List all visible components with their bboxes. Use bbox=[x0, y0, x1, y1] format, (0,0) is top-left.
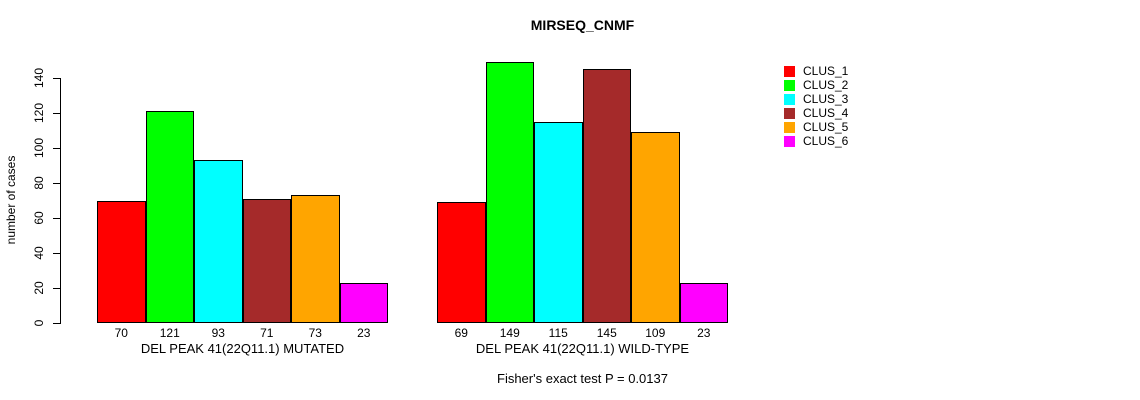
bar-clus_6-group2 bbox=[679, 282, 728, 323]
legend-label: CLUS_4 bbox=[803, 106, 849, 120]
bar-clus_3-group1 bbox=[194, 160, 243, 323]
bar-clus_1-group2 bbox=[437, 202, 486, 323]
legend-item-clus_3: CLUS_3 bbox=[784, 92, 848, 106]
y-tick-label: 140 bbox=[32, 67, 46, 89]
y-axis-line bbox=[60, 78, 61, 324]
legend-label: CLUS_5 bbox=[803, 120, 849, 134]
bar-value-label: 115 bbox=[548, 326, 568, 340]
legend-label: CLUS_2 bbox=[803, 78, 849, 92]
bar-value-label: 93 bbox=[211, 326, 225, 340]
bar-value-label: 69 bbox=[454, 326, 468, 340]
y-tick-label: 100 bbox=[32, 137, 46, 159]
bar-value-label: 23 bbox=[357, 326, 371, 340]
y-tick-mark bbox=[53, 148, 60, 149]
bar-clus_2-group1 bbox=[145, 111, 194, 323]
legend-swatch-icon bbox=[784, 79, 795, 91]
y-tick-label: 80 bbox=[32, 176, 46, 190]
legend-swatch-icon bbox=[784, 65, 795, 77]
legend-swatch-icon bbox=[784, 107, 795, 119]
bar-value-label: 149 bbox=[499, 326, 520, 340]
bar-value-label: 109 bbox=[645, 326, 666, 340]
y-tick-label: 40 bbox=[32, 246, 46, 260]
y-tick-mark bbox=[53, 218, 60, 219]
legend-swatch-icon bbox=[784, 121, 795, 133]
legend-label: CLUS_6 bbox=[803, 134, 849, 148]
y-axis-label: number of cases bbox=[4, 155, 18, 245]
bar-value-label: 145 bbox=[596, 326, 617, 340]
legend-item-clus_1: CLUS_1 bbox=[784, 64, 848, 78]
bar-value-label: 23 bbox=[697, 326, 711, 340]
bar-clus_3-group2 bbox=[534, 121, 583, 323]
bar-value-label: 121 bbox=[159, 326, 180, 340]
legend-label: CLUS_1 bbox=[803, 64, 849, 78]
legend-item-clus_6: CLUS_6 bbox=[784, 134, 848, 148]
bar-clus_4-group1 bbox=[242, 198, 291, 323]
y-tick-mark bbox=[53, 183, 60, 184]
y-tick-mark bbox=[53, 323, 60, 324]
bar-clus_6-group1 bbox=[339, 282, 388, 323]
y-tick-label: 120 bbox=[32, 102, 46, 124]
legend-item-clus_5: CLUS_5 bbox=[784, 120, 848, 134]
bar-clus_1-group1 bbox=[97, 200, 146, 323]
x-axis-group-label: DEL PEAK 41(22Q11.1) MUTATED bbox=[140, 341, 345, 356]
bar-clus_5-group2 bbox=[631, 132, 680, 323]
bar-value-label: 71 bbox=[260, 326, 274, 340]
y-tick-label: 60 bbox=[32, 211, 46, 225]
bar-clus_2-group2 bbox=[485, 62, 534, 323]
legend-swatch-icon bbox=[784, 135, 795, 147]
legend-item-clus_4: CLUS_4 bbox=[784, 106, 848, 120]
bar-clus_4-group2 bbox=[582, 69, 631, 323]
chart-title: MIRSEQ_CNMF bbox=[530, 17, 635, 33]
legend-label: CLUS_3 bbox=[803, 92, 849, 106]
y-tick-label: 0 bbox=[32, 319, 46, 327]
y-tick-mark bbox=[53, 113, 60, 114]
x-axis-group-label: DEL PEAK 41(22Q11.1) WILD-TYPE bbox=[475, 341, 690, 356]
legend-item-clus_2: CLUS_2 bbox=[784, 78, 848, 92]
bar-value-label: 73 bbox=[308, 326, 322, 340]
y-tick-mark bbox=[53, 253, 60, 254]
legend-swatch-icon bbox=[784, 93, 795, 105]
fisher-test-note: Fisher's exact test P = 0.0137 bbox=[497, 371, 668, 386]
legend: CLUS_1 CLUS_2 CLUS_3 CLUS_4 CLUS_5 CLUS_6 bbox=[784, 64, 848, 148]
y-tick-mark bbox=[53, 78, 60, 79]
y-tick-mark bbox=[53, 288, 60, 289]
bar-value-label: 70 bbox=[114, 326, 128, 340]
bar-clus_5-group1 bbox=[291, 195, 340, 323]
y-tick-label: 20 bbox=[32, 281, 46, 295]
